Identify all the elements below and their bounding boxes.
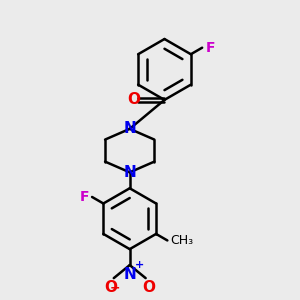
Text: +: +: [135, 260, 144, 270]
Text: O: O: [142, 280, 155, 295]
Text: −: −: [110, 282, 121, 295]
Text: N: N: [123, 122, 136, 136]
Text: N: N: [123, 266, 136, 281]
Text: O: O: [104, 280, 117, 295]
Text: F: F: [80, 190, 89, 204]
Text: O: O: [128, 92, 141, 107]
Text: CH₃: CH₃: [170, 234, 194, 247]
Text: F: F: [206, 41, 215, 55]
Text: N: N: [123, 165, 136, 180]
